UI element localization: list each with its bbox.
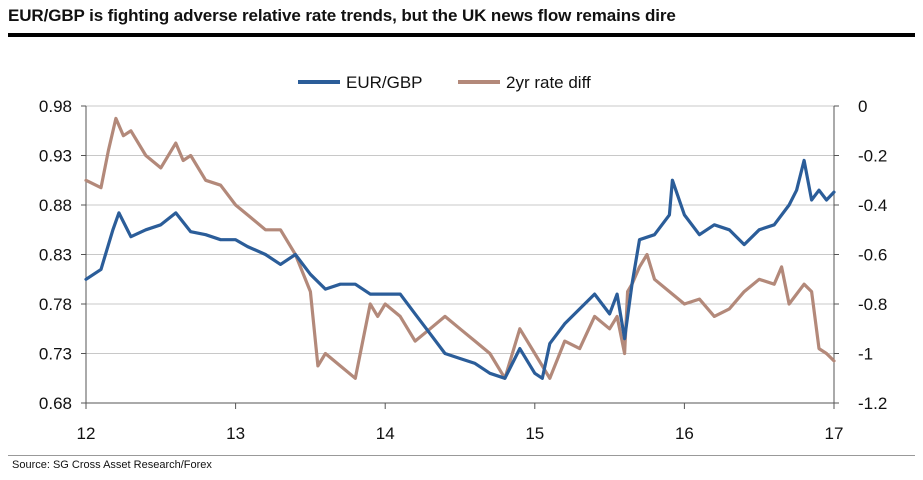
right-tick-label: -0.6 [858,246,887,265]
rate-diff-series-line [84,116,836,380]
x-tick-label: 15 [525,424,544,443]
x-axis-ticks: 12 13 14 15 16 17 [77,403,844,443]
legend-eurgbp-label: EUR/GBP [346,73,423,92]
right-tick-label: -0.8 [858,295,887,314]
left-tick-label: 0.68 [39,394,72,413]
series-lines [84,116,836,380]
left-tick-label: 0.83 [39,246,72,265]
right-tick-label: 0 [858,97,867,116]
left-tick-label: 0.98 [39,97,72,116]
x-tick-label: 16 [675,424,694,443]
right-tick-label: -0.2 [858,147,887,166]
right-axis-ticks: 0 -0.2 -0.4 -0.6 -0.8 -1 -1.2 [834,97,887,413]
x-tick-label: 13 [226,424,245,443]
x-tick-label: 12 [77,424,96,443]
legend: EUR/GBP 2yr rate diff [298,73,591,92]
left-tick-label: 0.88 [39,196,72,215]
legend-rate-diff-label: 2yr rate diff [506,73,591,92]
eurgbp-series-line [84,158,836,380]
chart-title: EUR/GBP is fighting adverse relative rat… [8,6,676,25]
right-tick-label: -1.2 [858,394,887,413]
left-axis-ticks: 0.98 0.93 0.88 0.83 0.78 0.73 0.68 [39,97,86,413]
right-tick-label: -1 [858,345,873,364]
source-note: Source: SG Cross Asset Research/Forex [12,459,212,471]
x-tick-label: 14 [376,424,395,443]
right-tick-label: -0.4 [858,196,887,215]
footer-rule [8,455,915,456]
x-tick-label: 17 [825,424,844,443]
left-tick-label: 0.73 [39,345,72,364]
title-rule [8,33,915,37]
left-tick-label: 0.93 [39,147,72,166]
left-tick-label: 0.78 [39,295,72,314]
